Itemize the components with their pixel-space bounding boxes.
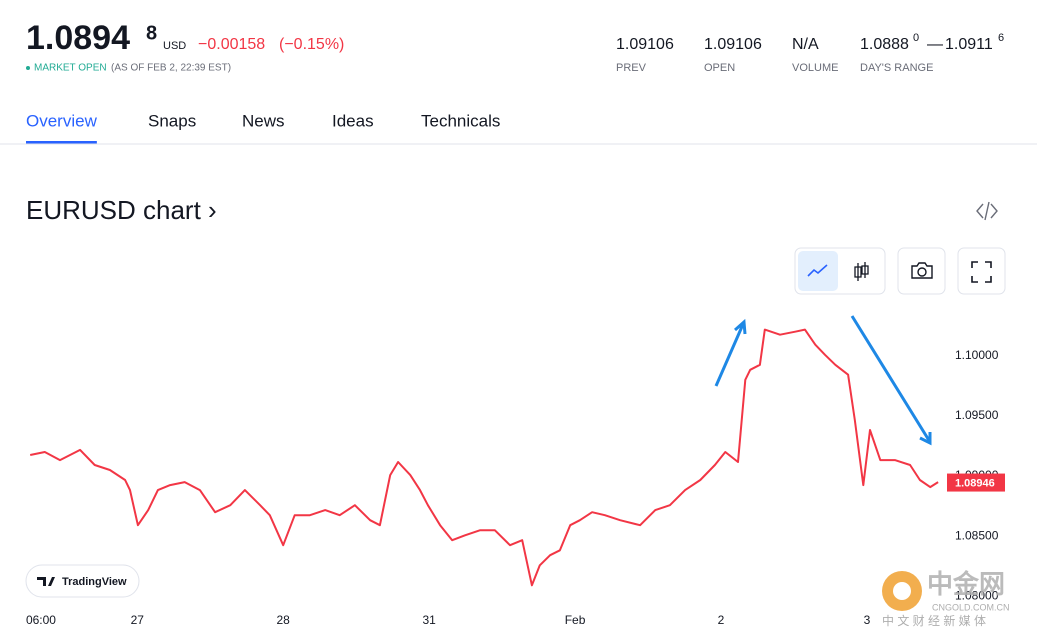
price-sup: 8 <box>146 22 157 44</box>
status-dot <box>26 66 30 70</box>
range-low-sup: 0 <box>913 32 919 44</box>
tab[interactable]: Technicals <box>421 111 500 130</box>
stat-label: PREV <box>616 62 647 74</box>
badge-text: TradingView <box>62 576 127 588</box>
change-pct: (−0.15%) <box>279 36 344 53</box>
x-tick-label: 31 <box>422 613 436 627</box>
watermark-site: CNGOLD.COM.CN <box>932 602 1010 612</box>
x-tick-label: 27 <box>131 613 145 627</box>
arrow-down <box>850 315 932 446</box>
y-tick-label: 1.09500 <box>955 408 999 422</box>
badge[interactable] <box>25 564 140 598</box>
stat-label: OPEN <box>704 62 735 74</box>
change: −0.00158 <box>198 36 265 53</box>
y-tick-label: 1.10000 <box>955 348 999 362</box>
fullscreen-button[interactable] <box>957 247 1006 295</box>
stats: 1.09106 PREV 1.09106 OPEN N/A VOLUME <box>616 36 838 74</box>
x-tick-label: 2 <box>718 613 725 627</box>
currency: USD <box>163 40 186 52</box>
range-high-sup: 6 <box>998 32 1004 44</box>
arrow-up <box>714 318 747 387</box>
badge-logo <box>37 577 55 586</box>
as-of: (AS OF FEB 2, 22:39 EST) <box>111 63 231 74</box>
camera-lens <box>917 267 927 277</box>
range-low: 1.0888 <box>860 36 909 53</box>
y-tick-label: 1.08500 <box>955 528 999 542</box>
price-line <box>29 328 939 587</box>
x-tick-label: Feb <box>565 613 586 627</box>
watermark: 中金网 CNGOLD.COM.CN 中 文 财 经 新 媒 体 <box>882 569 1010 628</box>
range-label: DAY'S RANGE <box>860 62 933 74</box>
x-tick-label: 3 <box>864 613 871 627</box>
stat-value: N/A <box>792 36 819 53</box>
fullscreen-icon <box>971 261 992 283</box>
candle-button[interactable] <box>854 262 869 281</box>
range-dash: — <box>927 36 943 53</box>
snapshot-button[interactable] <box>897 247 946 295</box>
last-price-box <box>947 473 1005 492</box>
plot: 1.080001.085001.090001.095001.1000006:00… <box>26 328 1005 627</box>
range-high: 1.0911 <box>945 36 993 53</box>
stat-value: 1.09106 <box>616 36 674 53</box>
status: MARKET OPEN <box>34 63 107 74</box>
camera-icon <box>911 262 933 279</box>
line-icon <box>807 264 828 277</box>
stat-value: 1.09106 <box>704 36 762 53</box>
embed-icon[interactable] <box>976 201 998 221</box>
watermark-tagline: 中 文 财 经 新 媒 体 <box>882 613 986 628</box>
stat-label: VOLUME <box>792 62 838 74</box>
watermark-logo-inner <box>893 582 911 600</box>
section-title[interactable]: EURUSD chart › <box>26 195 217 225</box>
tab[interactable]: Overview <box>26 111 98 130</box>
tab[interactable]: Snaps <box>148 111 196 130</box>
tab[interactable]: Ideas <box>332 111 374 130</box>
x-tick-label: 06:00 <box>26 613 56 627</box>
tab[interactable]: News <box>242 111 285 130</box>
tabs: Overview Snaps News Ideas Technicals <box>26 111 500 144</box>
tab-underline <box>26 141 97 144</box>
last-price-label: 1.08946 <box>955 477 995 489</box>
watermark-name: 中金网 <box>927 569 1005 599</box>
x-tick-label: 28 <box>277 613 291 627</box>
line-button[interactable] <box>798 251 838 291</box>
price: 1.0894 <box>26 19 130 57</box>
y-tick-label: 1.08000 <box>955 589 999 603</box>
